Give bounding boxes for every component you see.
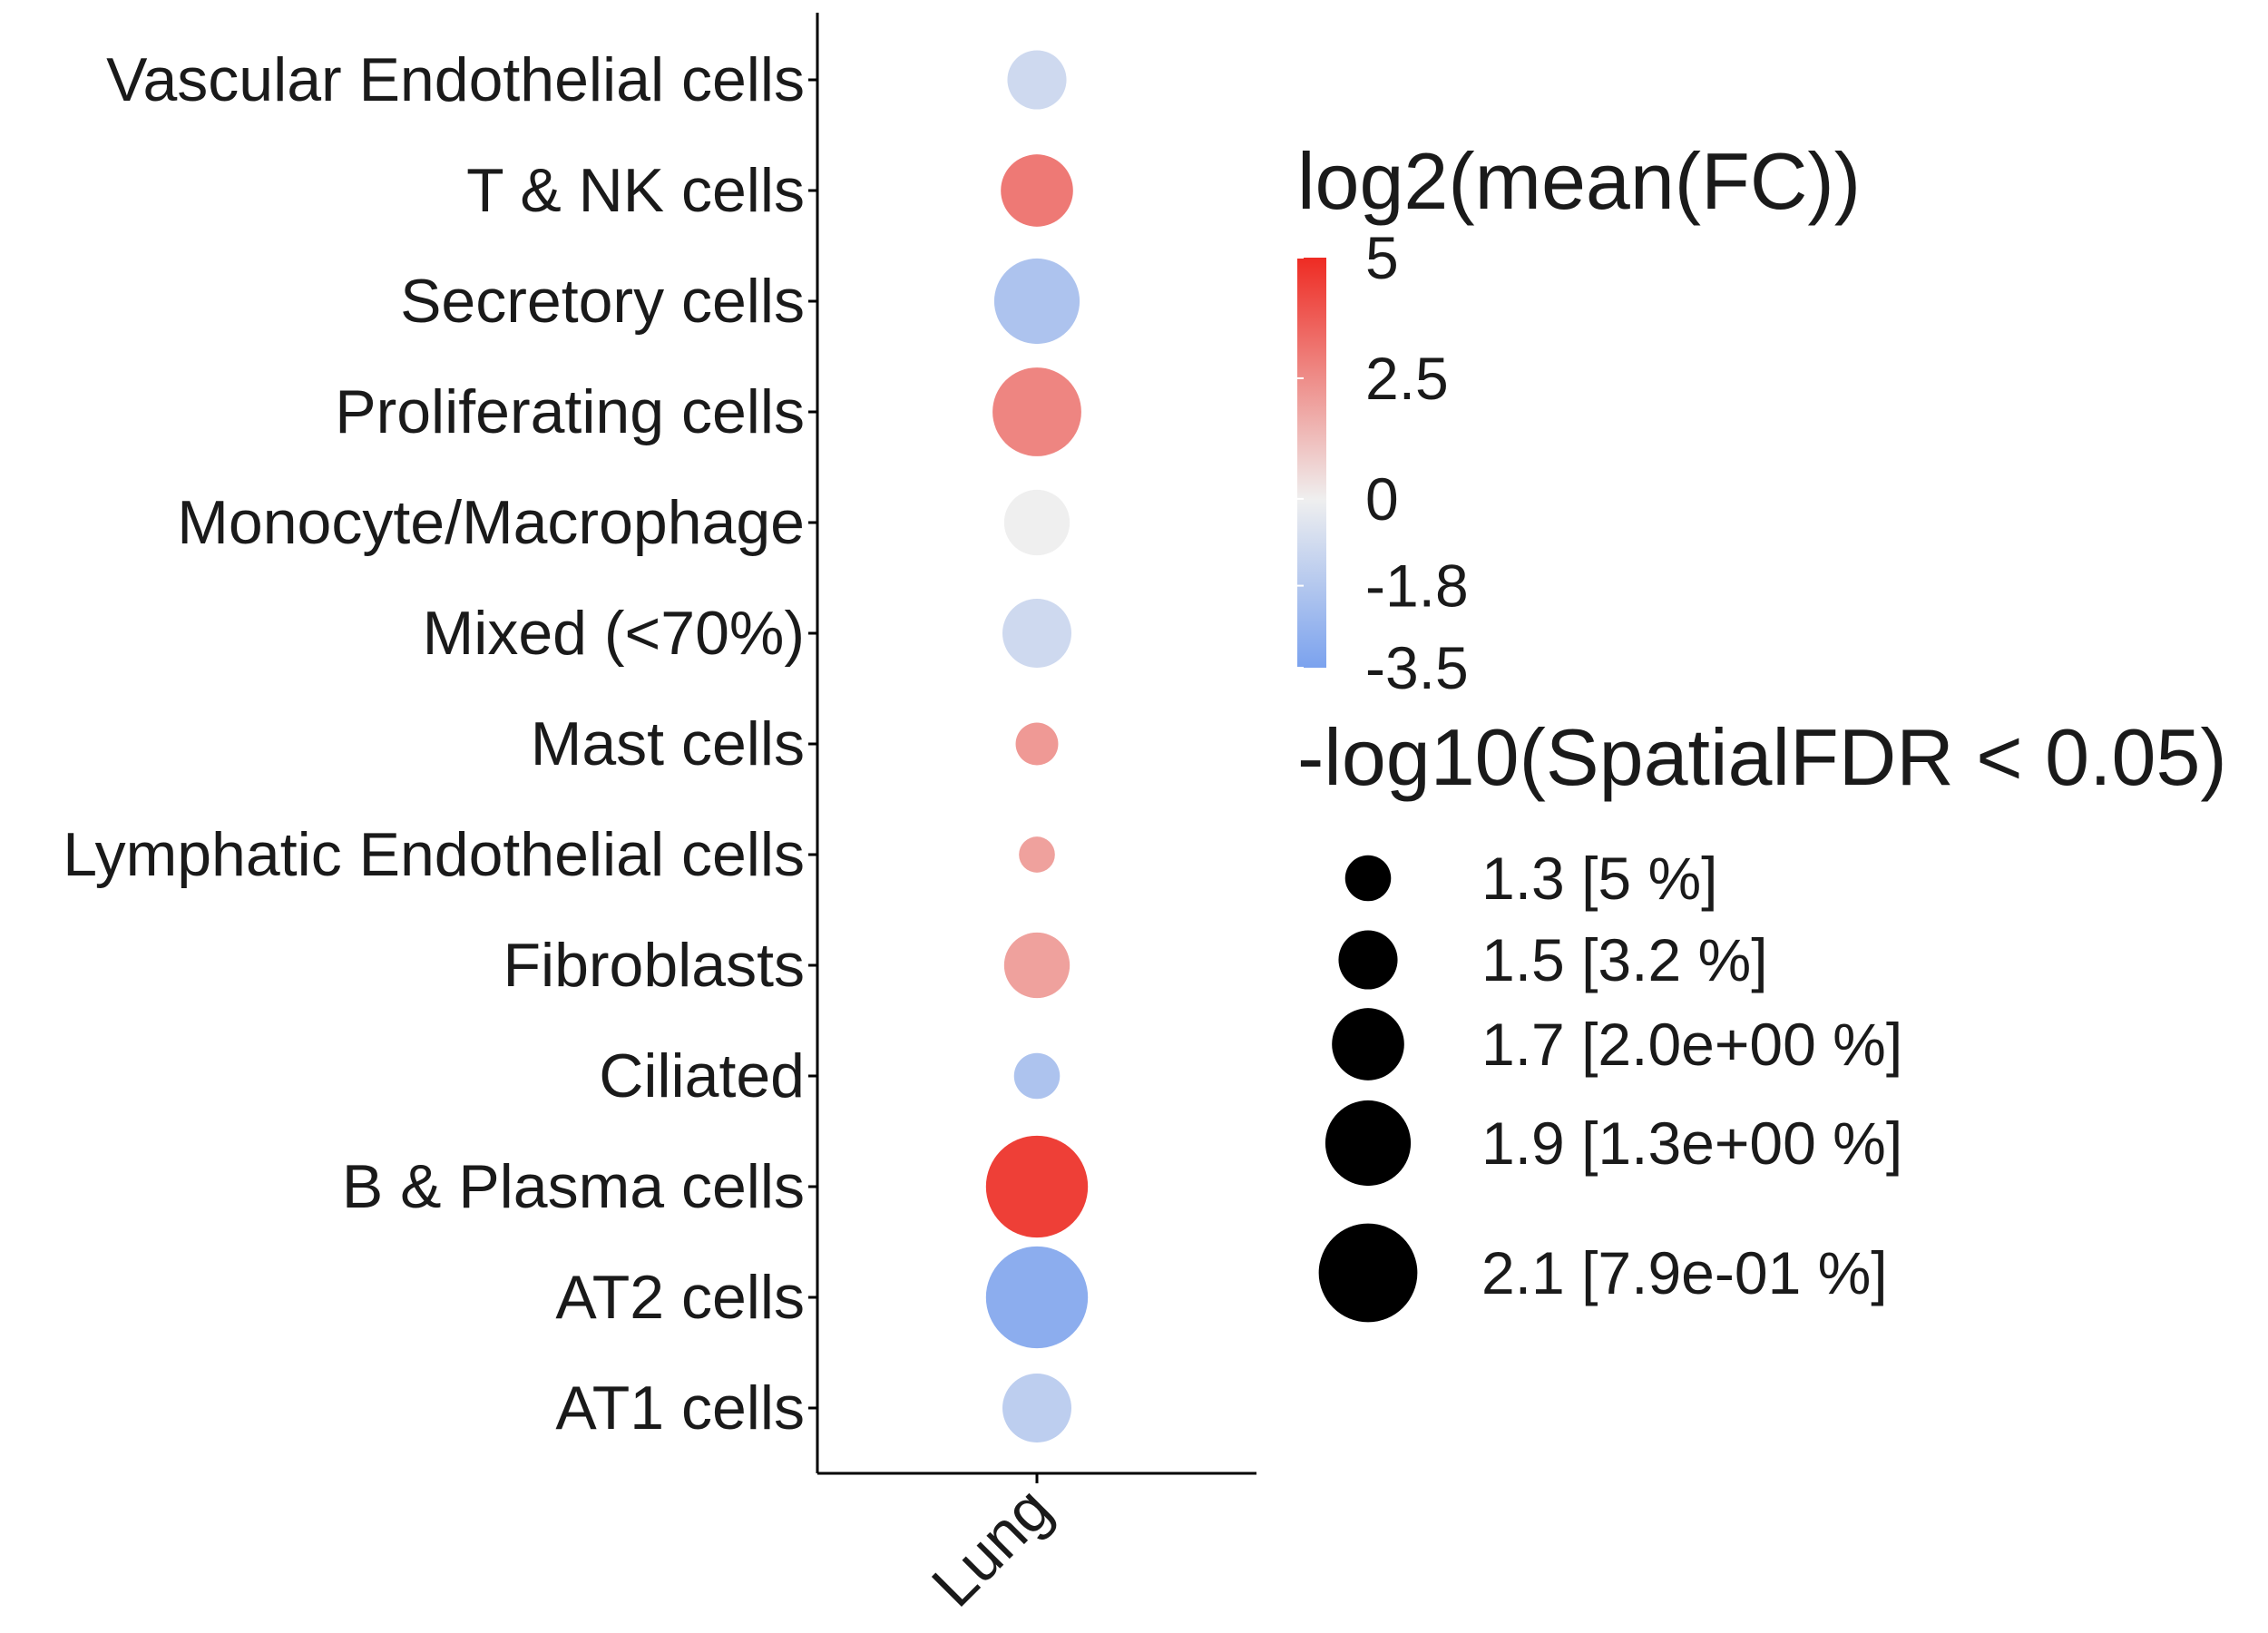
dot-at2-cells [985,1246,1089,1349]
color-tick-label: 0 [1365,465,1399,533]
color-legend-title: log2(mean(FC)) [1297,136,1861,226]
y-tick-label-t-nk-cells: T & NK cells [466,156,805,225]
dot-ciliated [1013,1052,1061,1100]
size-legend-label: 2.1 [7.9e-01 %] [1481,1239,1888,1306]
y-tick-label-proliferating-cells: Proliferating cells [335,377,805,446]
dot-lymphatic-endothelial-cells [1019,836,1055,873]
size-legend-dot [1318,1223,1418,1323]
size-legend-label: 1.9 [1.3e+00 %] [1481,1110,1902,1177]
y-tick-label-mixed-70: Mixed (<70%) [423,599,805,668]
y-tick-label-lymphatic-endothelial-cells: Lymphatic Endothelial cells [63,820,805,889]
y-tick-label-monocyte-macrophage: Monocyte/Macrophage [177,488,805,557]
dot-vascular-endothelial-cells [1007,50,1067,110]
y-tick-label-vascular-endothelial-cells: Vascular Endothelial cells [106,45,805,114]
color-legend: log2(mean(FC)) 5 2.5 0 -1.8 -3.5 [1297,136,1861,701]
dot-monocyte-macrophage [1003,489,1070,556]
size-legend-title: -log10(SpatialFDR < 0.05) [1297,712,2227,802]
size-legend-dot [1332,1008,1404,1081]
color-tick-label: -1.8 [1365,552,1469,620]
y-tick-label-fibroblasts: Fibroblasts [503,931,805,1000]
y-tick-label-secretory-cells: Secretory cells [400,267,805,336]
size-legend-dot [1344,855,1392,902]
y-tick-label-ciliated: Ciliated [599,1041,805,1110]
dot-fibroblasts [1003,932,1070,999]
size-legend-dot [1338,930,1398,990]
color-tick-label: 2.5 [1365,345,1449,412]
y-tick-label-mast-cells: Mast cells [531,709,805,778]
size-legend-entries: 1.3 [5 %] 1.5 [3.2 %] 1.7 [2.0e+00 %] 1.9 [… [1318,845,1902,1323]
color-tick-label: -3.5 [1365,634,1469,701]
size-legend: -log10(SpatialFDR < 0.05) 1.3 [5 %] 1.5 [… [1297,712,2227,1323]
size-legend-label: 1.7 [2.0e+00 %] [1481,1011,1902,1078]
x-axis-labels: Lung [919,1473,1065,1620]
y-tick-label-at1-cells: AT1 cells [555,1374,805,1442]
color-legend-ticks: 5 2.5 0 -1.8 -3.5 [1297,224,1469,701]
dot-marks [985,50,1089,1442]
dot-proliferating-cells [992,367,1081,456]
size-legend-dot [1325,1100,1412,1187]
color-bar [1297,258,1326,668]
y-tick-label-b-plasma-cells: B & Plasma cells [342,1152,805,1221]
dot-mixed-70 [1002,599,1071,668]
x-tick-label-lung: Lung [919,1474,1065,1620]
size-legend-label: 1.5 [3.2 %] [1481,926,1768,993]
color-tick-label: 5 [1365,224,1399,291]
dot-secretory-cells [993,258,1080,345]
dot-mast-cells [1015,722,1059,766]
size-legend-label: 1.3 [5 %] [1481,845,1718,912]
y-axis-labels: Vascular Endothelial cells T & NK cells Se… [63,45,817,1442]
dot-at1-cells [1002,1374,1071,1442]
y-tick-label-at2-cells: AT2 cells [555,1263,805,1332]
dot-b-plasma-cells [985,1135,1089,1238]
dot-t-nk-cells [1001,154,1073,227]
